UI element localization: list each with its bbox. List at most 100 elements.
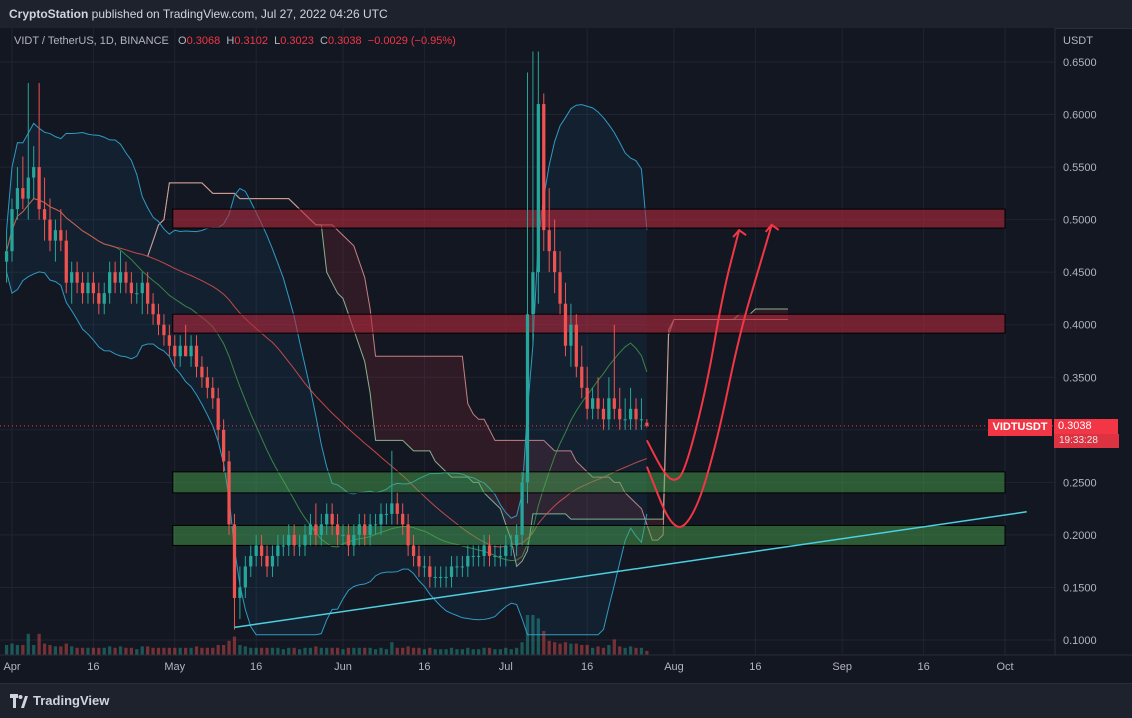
candle-body bbox=[227, 461, 231, 525]
candle-body bbox=[200, 366, 204, 378]
candle-body bbox=[211, 387, 215, 399]
volume-bar bbox=[618, 646, 622, 655]
volume-bar bbox=[91, 647, 96, 655]
candle-body bbox=[15, 188, 20, 210]
volume-bar bbox=[612, 639, 616, 655]
volume-bar bbox=[379, 647, 383, 655]
volume-bar bbox=[504, 647, 508, 655]
candle-body bbox=[639, 419, 644, 421]
volume-bar bbox=[135, 649, 139, 655]
candle-body bbox=[4, 251, 9, 262]
time-tick-label: 16 bbox=[749, 661, 761, 673]
candle-body bbox=[607, 398, 611, 420]
candle-body bbox=[48, 219, 52, 241]
volume-bar bbox=[428, 647, 432, 655]
candle-body bbox=[135, 293, 139, 295]
candle-body bbox=[156, 314, 161, 325]
candle-body bbox=[439, 576, 443, 578]
tradingview-logo[interactable]: TradingView bbox=[10, 693, 109, 708]
volume-bar bbox=[590, 647, 595, 655]
volume-bar bbox=[124, 647, 128, 655]
candle-body bbox=[86, 282, 90, 294]
volume-bar bbox=[26, 633, 30, 655]
candle-body bbox=[194, 345, 199, 367]
candle-body bbox=[37, 167, 41, 210]
candle-body bbox=[590, 398, 595, 409]
symbol-name[interactable]: VIDT / TetherUS, 1D, BINANCE bbox=[14, 35, 169, 47]
candle-body bbox=[558, 272, 562, 304]
candle-body bbox=[276, 545, 280, 556]
top-bar: CryptoStation published on TradingView.c… bbox=[0, 0, 1132, 29]
volume-bar bbox=[384, 649, 389, 655]
volume-bar bbox=[297, 649, 302, 655]
volume-bar bbox=[281, 649, 285, 655]
candle-body bbox=[91, 282, 96, 294]
price-tick-label: 0.5500 bbox=[1063, 162, 1097, 174]
price-tick-label: 0.2500 bbox=[1063, 477, 1097, 489]
publish-info: CryptoStation published on TradingView.c… bbox=[9, 7, 388, 21]
candle-body bbox=[108, 272, 112, 294]
price-tick-label: 0.1500 bbox=[1063, 582, 1097, 594]
candle-body bbox=[330, 513, 334, 525]
volume-bar bbox=[487, 647, 492, 655]
volume-bar bbox=[156, 647, 161, 655]
candle-body bbox=[129, 282, 134, 294]
price-tick-label: 0.2000 bbox=[1063, 530, 1097, 542]
candle-body bbox=[265, 555, 269, 567]
candle-body bbox=[487, 545, 492, 556]
volume-bar bbox=[173, 647, 177, 655]
volume-bar bbox=[569, 643, 573, 655]
high-label: H bbox=[226, 35, 235, 47]
volume-bar bbox=[574, 643, 578, 655]
volume-bar bbox=[211, 647, 215, 655]
volume-bar bbox=[628, 646, 633, 655]
candle-body bbox=[97, 293, 101, 304]
candle-body bbox=[428, 566, 432, 577]
candle-body bbox=[515, 534, 519, 546]
volume-bar bbox=[113, 647, 117, 655]
candle-body bbox=[449, 566, 454, 577]
volume-bar bbox=[411, 647, 416, 655]
tradingview-logo-icon bbox=[10, 693, 28, 708]
candle-body bbox=[401, 513, 405, 525]
symbol-legend: VIDT / TetherUS, 1D, BINANCE O0.3068 H0.… bbox=[14, 35, 456, 47]
volume-bar bbox=[558, 643, 562, 655]
support-zone bbox=[172, 524, 1006, 546]
publisher-name[interactable]: CryptoStation bbox=[9, 7, 89, 21]
chart-canvas[interactable]: 0.6500 0.6000 0.5500 0.5000 0.4500 0.4000 0.35… bbox=[0, 28, 1132, 683]
volume-bar bbox=[102, 647, 106, 655]
candle-body bbox=[542, 104, 546, 231]
candle-body bbox=[569, 324, 573, 346]
volume-bar bbox=[86, 647, 90, 655]
candle-body bbox=[460, 566, 465, 568]
low-value: 0.3023 bbox=[280, 35, 314, 47]
volume-bar bbox=[70, 646, 74, 655]
volume-bar bbox=[477, 649, 481, 655]
volume-bar bbox=[542, 631, 546, 655]
price-tick-label: 0.6500 bbox=[1063, 57, 1097, 69]
close-value: 0.3038 bbox=[327, 35, 362, 47]
volume-bar bbox=[10, 643, 14, 655]
candles bbox=[4, 51, 649, 630]
volume-bar bbox=[623, 647, 627, 655]
volume-bar bbox=[460, 649, 465, 655]
candle-body bbox=[379, 513, 383, 525]
tradingview-brand: TradingView bbox=[33, 693, 110, 708]
support-zone bbox=[172, 471, 1006, 494]
volume-bar bbox=[493, 649, 497, 655]
projection-path-2 bbox=[645, 224, 773, 528]
candle-body bbox=[395, 503, 399, 514]
moving-averages bbox=[6, 198, 648, 562]
change-value: −0.0029 (−0.95%) bbox=[367, 35, 456, 47]
candle-body bbox=[645, 422, 649, 426]
candle-body bbox=[482, 545, 486, 556]
volume-bar bbox=[466, 647, 470, 655]
candle-body bbox=[373, 524, 378, 526]
candle-body bbox=[21, 188, 25, 199]
volume-bar bbox=[75, 647, 79, 655]
candle-body bbox=[618, 408, 622, 420]
volume-bar bbox=[449, 647, 454, 655]
volume-bar bbox=[607, 645, 611, 655]
price-unit: USDT bbox=[1063, 35, 1093, 47]
volume-bar bbox=[200, 647, 204, 655]
